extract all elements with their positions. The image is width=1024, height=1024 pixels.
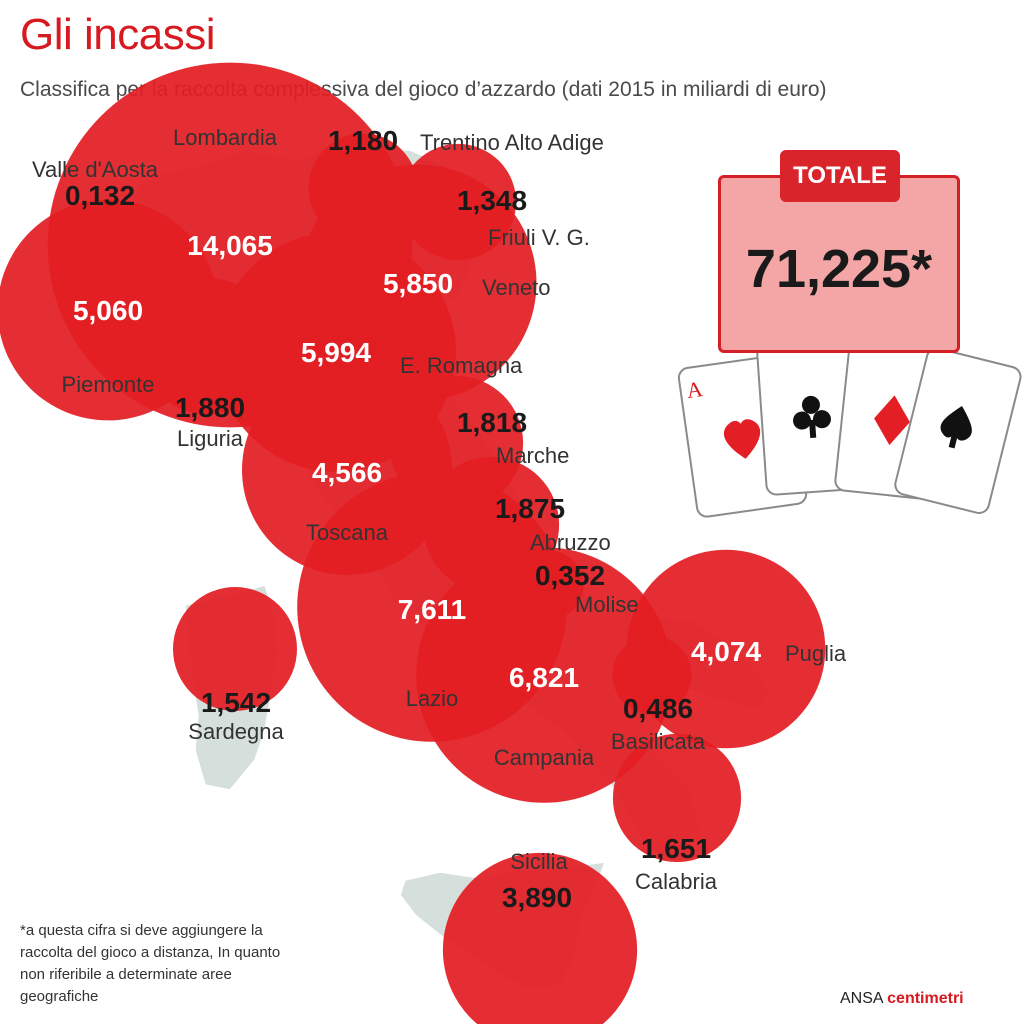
- value-label-e-romagna: 5,994: [301, 337, 371, 368]
- value-label-basilicata: 0,486: [623, 693, 693, 724]
- value-label-campania: 6,821: [509, 662, 579, 693]
- value-label-valle-d-aosta: 0,132: [65, 180, 135, 211]
- region-name-campania: Campania: [494, 745, 595, 770]
- region-name-toscana: Toscana: [306, 520, 389, 545]
- credit-brand: centimetri: [887, 990, 964, 1007]
- svg-text:A: A: [685, 376, 704, 403]
- region-name-trentino-alto-adige: Trentino Alto Adige: [420, 130, 604, 155]
- region-name-basilicata: Basilicata: [611, 729, 706, 754]
- region-name-lombardia: Lombardia: [173, 125, 278, 150]
- value-label-piemonte: 5,060: [73, 295, 143, 326]
- region-bubbles: [0, 62, 826, 1024]
- region-name-liguria: Liguria: [177, 426, 244, 451]
- bubble-sicilia: [442, 852, 638, 1024]
- region-name-lazio: Lazio: [406, 686, 459, 711]
- region-name-calabria: Calabria: [635, 869, 718, 894]
- value-label-veneto: 5,850: [383, 268, 453, 299]
- bubble-basilicata: [612, 635, 692, 715]
- value-label-toscana: 4,566: [312, 457, 382, 488]
- region-name-veneto: Veneto: [482, 275, 551, 300]
- region-name-marche: Marche: [496, 443, 569, 468]
- region-name-friuli-v-g: Friuli V. G.: [488, 225, 590, 250]
- region-name-piemonte: Piemonte: [62, 372, 155, 397]
- bubble-campania: [416, 547, 672, 803]
- credit: ANSA centimetri: [840, 990, 964, 1008]
- value-label-liguria: 1,880: [175, 392, 245, 423]
- value-label-calabria: 1,651: [641, 833, 711, 864]
- value-label-molise: 0,352: [535, 560, 605, 591]
- bubble-sardegna: [173, 587, 297, 711]
- total-value: 71,225*: [745, 239, 933, 299]
- region-name-sicilia: Sicilia: [510, 849, 568, 874]
- region-name-abruzzo: Abruzzo: [530, 530, 611, 555]
- value-label-abruzzo: 1,875: [495, 493, 565, 524]
- region-name-puglia: Puglia: [785, 641, 847, 666]
- value-label-lazio: 7,611: [398, 594, 467, 625]
- total-label: TOTALE: [780, 150, 900, 202]
- playing-cards-aces-icon: A: [677, 338, 1022, 518]
- bubble-liguria: [138, 277, 276, 415]
- region-name-molise: Molise: [575, 592, 639, 617]
- region-labels: 14,065 Lombardia 1,180 Trentino Alto Adige 0…: [32, 125, 847, 913]
- value-label-lombardia: 14,065: [187, 230, 273, 261]
- value-label-puglia: 4,074: [691, 636, 761, 667]
- value-label-friuli-v-g: 1,348: [457, 185, 527, 216]
- value-label-sicilia: 3,890: [502, 882, 572, 913]
- credit-prefix: ANSA: [840, 990, 883, 1007]
- bubble-calabria: [612, 733, 742, 863]
- footnote: *a questa cifra si deve aggiungere la ra…: [20, 922, 281, 1005]
- value-label-trentino-alto-adige: 1,180: [328, 125, 398, 156]
- value-label-marche: 1,818: [457, 407, 527, 438]
- value-label-sardegna: 1,542: [201, 687, 271, 718]
- region-name-sardegna: Sardegna: [188, 719, 284, 744]
- region-name-e-romagna: E. Romagna: [400, 353, 523, 378]
- infographic-title: Gli incassi: [20, 10, 216, 59]
- region-name-valle-d-aosta: Valle d'Aosta: [32, 157, 159, 182]
